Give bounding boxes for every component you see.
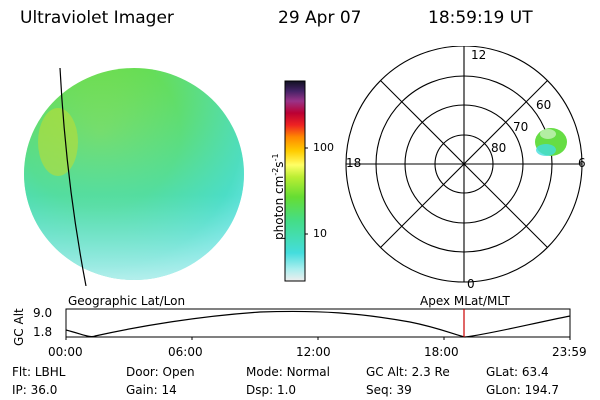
status-glat: GLat: 63.4 bbox=[486, 365, 549, 379]
header-date: 29 Apr 07 bbox=[278, 8, 362, 28]
status-glon: GLon: 194.7 bbox=[486, 383, 559, 397]
timeline-x-tick-2359: 23:59 bbox=[552, 345, 587, 359]
mlt-label-12: 12 bbox=[471, 48, 487, 62]
timeline-y-tick-high: 9.0 bbox=[33, 306, 53, 320]
colorbar-unit-label: photon cm-2s-1 bbox=[271, 153, 286, 240]
timeline-y-label: GC Alt bbox=[12, 308, 26, 346]
timeline-x-tick-1800: 18:00 bbox=[424, 345, 459, 359]
timeline-x-tick-0600: 06:00 bbox=[168, 345, 203, 359]
status-gc-alt: GC Alt: 2.3 Re bbox=[366, 365, 450, 379]
status-seq: Seq: 39 bbox=[366, 383, 412, 397]
status-door: Door: Open bbox=[126, 365, 195, 379]
polar-mlt-plot bbox=[345, 46, 583, 283]
timeline-right-title: Apex MLat/MLT bbox=[420, 294, 510, 308]
lat-label-80: 80 bbox=[491, 141, 507, 155]
colorbar bbox=[284, 80, 308, 282]
status-ip: IP: 36.0 bbox=[12, 383, 58, 397]
timeline-x-tick-0000: 00:00 bbox=[48, 345, 83, 359]
status-dsp: Dsp: 1.0 bbox=[246, 383, 297, 397]
app-title: Ultraviolet Imager bbox=[20, 8, 174, 28]
mlt-label-0: 0 bbox=[467, 277, 475, 291]
status-mode: Mode: Normal bbox=[246, 365, 330, 379]
colorbar-tick-100: 100 bbox=[313, 141, 334, 154]
status-gain: Gain: 14 bbox=[126, 383, 177, 397]
timeline-y-tick-low: 1.8 bbox=[33, 325, 53, 339]
lat-label-70: 70 bbox=[513, 120, 529, 134]
mlt-label-18: 18 bbox=[346, 156, 362, 170]
status-flt: Flt: LBHL bbox=[12, 365, 66, 379]
timeline-left-title: Geographic Lat/Lon bbox=[68, 294, 186, 308]
terminator-line bbox=[59, 67, 87, 286]
timeline-x-tick-1200: 12:00 bbox=[296, 345, 331, 359]
colorbar-tick-10: 10 bbox=[313, 227, 327, 240]
lat-label-60: 60 bbox=[536, 98, 552, 112]
uv-image-panel bbox=[24, 67, 244, 286]
timeline-plot bbox=[65, 308, 571, 340]
altitude-curve bbox=[65, 310, 571, 338]
header-time: 18:59:19 UT bbox=[428, 8, 533, 28]
mlt-label-6: 6 bbox=[578, 156, 586, 170]
